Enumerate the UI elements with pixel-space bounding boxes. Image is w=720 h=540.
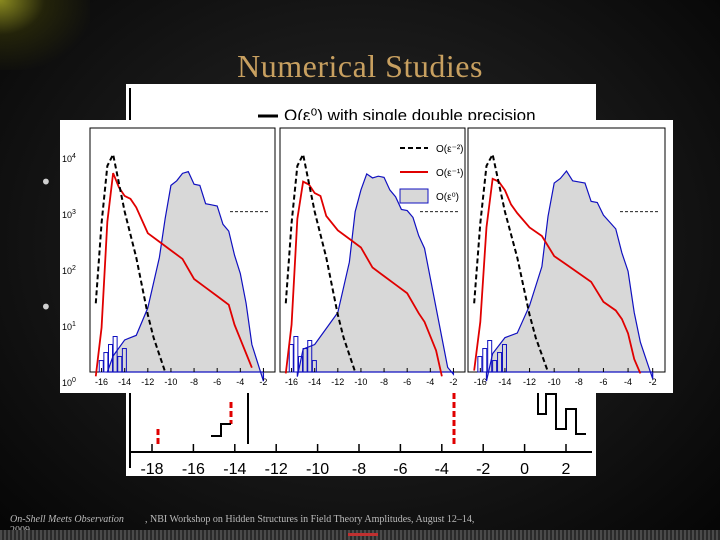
front-x-tick-label: -6 [403,377,411,387]
series-o-eps0-noise-bar [302,348,308,373]
front-subpanel-3: -16 -14 -12 -10 -8 -6 -4 -2 [467,127,666,387]
series-o-eps0-noise-bar [482,348,488,373]
front-x-tick-label: -16 [474,377,487,387]
back-x-tick-label: 2 [562,461,571,476]
bottom-red-mark [348,533,378,536]
front-x-tick-label: -16 [285,377,298,387]
front-x-tick-label: -4 [236,377,244,387]
back-black-fragment-2 [211,423,231,437]
front-x-tick-label: -2 [649,377,657,387]
front-subpanel-2: -16 -14 -12 -10 -8 -6 -4 -2 [279,127,466,387]
front-x-tick-label: -10 [548,377,561,387]
back-x-tick-label: -18 [140,461,163,476]
footer-right: , NBI Workshop on Hidden Structures in F… [145,514,475,525]
front-x-tick-label: -6 [213,377,221,387]
corner-glow-decoration [0,0,90,70]
front-y-tick-exponent: 2 [72,265,76,272]
front-x-tick-label: -4 [426,377,434,387]
footer-left-title: On-Shell Meets Observation [10,514,124,525]
back-x-tick-label: -4 [435,461,449,476]
back-x-tick-label: 0 [520,461,529,476]
front-y-tick-label: 101 [62,321,76,332]
series-o-eps-1-line [473,177,642,374]
front-x-tick-label: -14 [498,377,511,387]
front-x-tick-label: -12 [141,377,154,387]
front-x-tick-label: -14 [118,377,131,387]
back-x-tick-label: -6 [393,461,407,476]
front-y-tick-exponent: 1 [72,321,76,328]
front-y-tick-label: 102 [62,265,76,276]
back-x-tick-label: -12 [265,461,288,476]
front-y-tick-exponent: 4 [72,153,76,160]
bullet-1: • [40,170,52,194]
front-y-tick-label: 104 [62,153,76,164]
series-o-eps0-noise-bar [298,356,303,373]
front-x-tick-label: -8 [380,377,388,387]
front-histogram-plot: 104 103 102 101 100 -16 -14 -12 -10 -8 -6 -4 -2 -16 -1… [60,120,673,393]
series-o-eps0-noise-bar [108,344,113,373]
series-o-eps-2-line [284,151,357,373]
front-x-tick-label: -12 [331,377,344,387]
slide-title: Numerical Studies [237,48,483,84]
back-x-tick-label: -14 [223,461,246,476]
front-y-tick-exponent: 0 [72,377,76,384]
legend-label: O(ε⁻²) [436,144,464,155]
front-x-tick-label: -2 [449,377,457,387]
front-y-tick-label: 103 [62,209,76,220]
series-o-eps0-noise-bar [307,340,313,373]
legend-swatch-filled [399,188,429,204]
series-o-eps0-noise-bar [492,360,498,373]
back-x-tick-label: -8 [352,461,366,476]
series-o-eps0-area [485,170,654,382]
front-x-tick-label: -16 [95,377,108,387]
bullet-2: • [40,295,52,319]
front-subpanel-1: -16 -14 -12 -10 -8 -6 -4 -2 [89,127,276,387]
series-o-eps-2-line [94,151,167,373]
front-x-tick-label: -10 [354,377,367,387]
back-x-tick-label: -10 [306,461,329,476]
front-x-tick-label: -4 [624,377,632,387]
back-x-tick-label: -16 [182,461,205,476]
series-o-eps-2-line [473,151,549,373]
front-y-tick-exponent: 3 [72,209,76,216]
legend-label: O(ε⁻¹) [436,168,464,179]
series-o-eps0-noise-bar [103,352,109,373]
front-legend: O(ε⁻²) O(ε⁻¹) O(ε⁰) [399,144,464,204]
series-o-eps-1-line [94,172,253,377]
series-o-eps-1-line [284,180,443,377]
front-x-tick-label: -12 [523,377,536,387]
series-o-eps0-area [106,170,265,382]
front-x-tick-label: -8 [190,377,198,387]
front-x-tick-label: -10 [164,377,177,387]
back-x-tick-labels: -18 -16 -14 -12 -10 -8 -6 -4 -2 0 2 [140,444,571,476]
series-o-eps0-noise-bar [117,356,123,373]
front-x-tick-label: -8 [575,377,583,387]
series-o-eps0-area [296,172,455,377]
legend-label: O(ε⁰) [436,192,459,203]
front-y-tick-label: 100 [62,377,76,388]
back-black-fragment-3 [531,383,586,435]
series-o-eps0-noise-bar [487,340,493,373]
series-o-eps0-noise-bar [112,336,118,373]
series-o-eps0-noise-bar [497,352,503,373]
series-o-eps0-noise-bar [293,336,299,373]
back-x-tick-label: -2 [476,461,490,476]
front-x-tick-label: -14 [308,377,321,387]
front-x-tick-label: -2 [259,377,267,387]
front-x-tick-label: -6 [599,377,607,387]
